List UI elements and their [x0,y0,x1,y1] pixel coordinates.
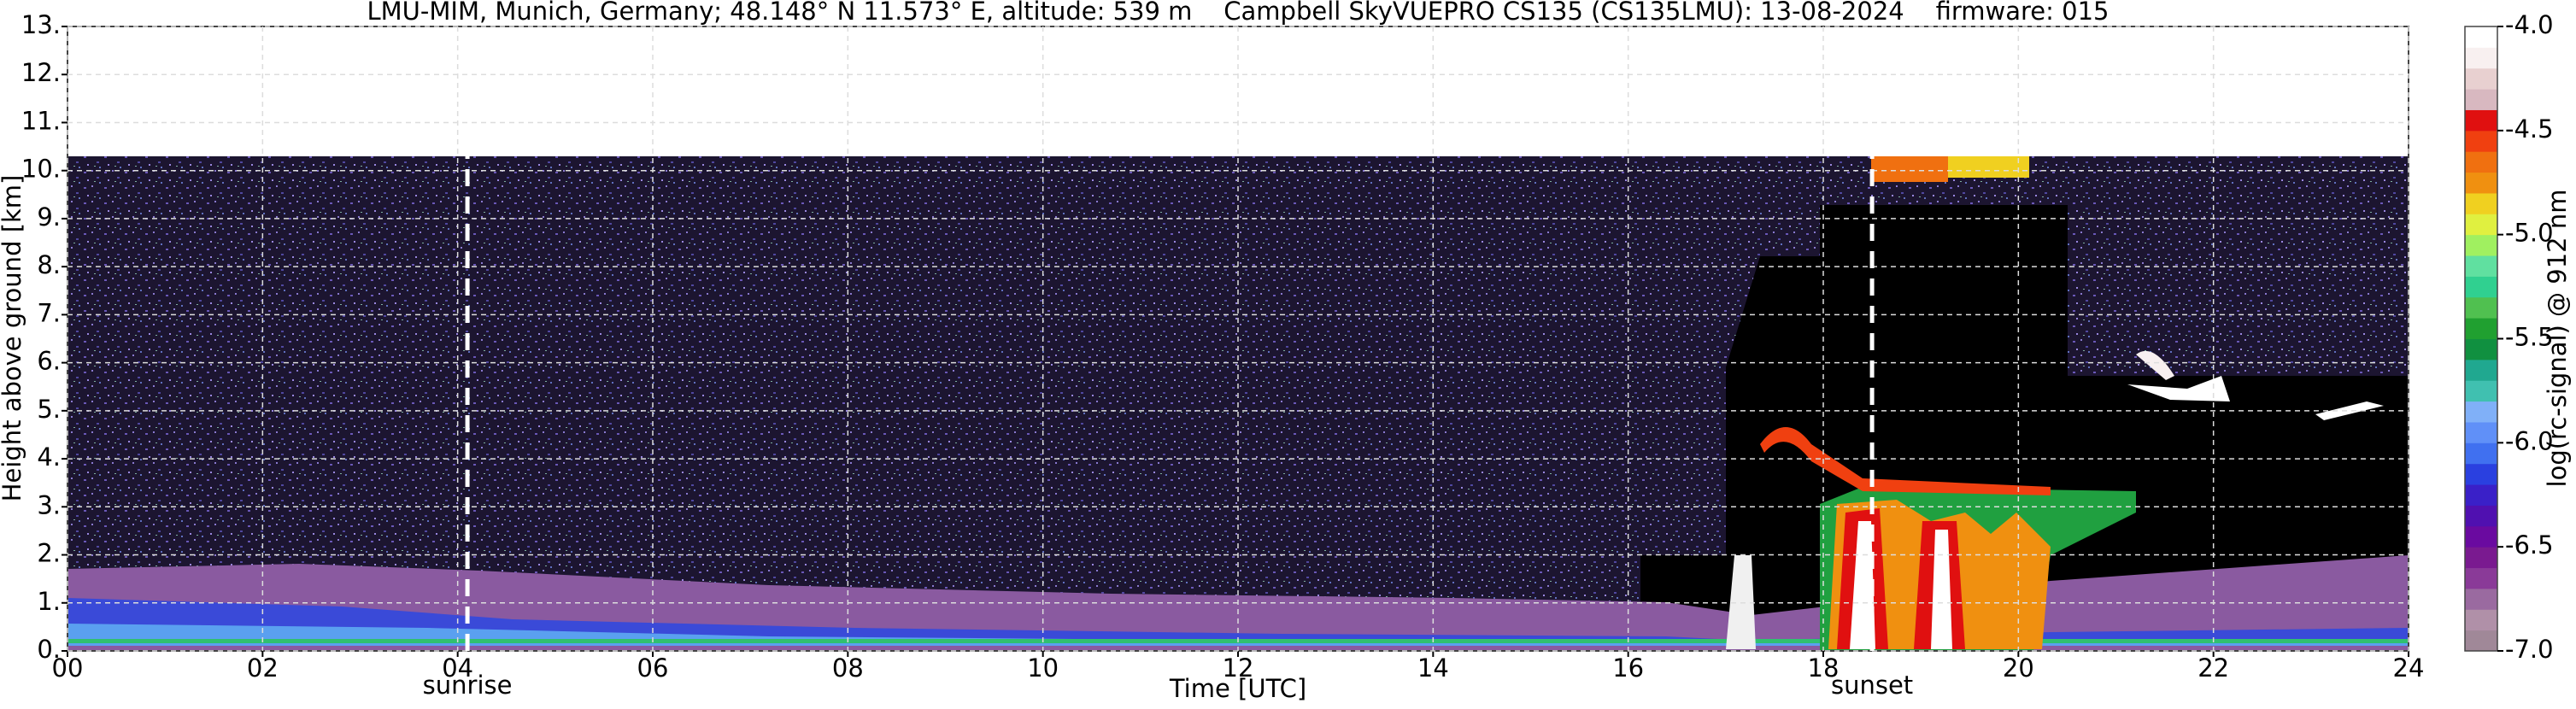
colorbar-segment [2465,463,2497,485]
colorbar-segment [2465,442,2497,465]
colorbar-segment [2465,214,2497,236]
x-tick-label: 12 [1223,653,1254,683]
x-tick-label: 16 [1612,653,1644,683]
y-tick-label: 1. [37,587,61,616]
colorbar-label: log(rc-signal) @ 912 nm [2543,190,2572,488]
colorbar-segment [2465,630,2497,652]
colorbar-segment [2465,276,2497,298]
colorbar-segment [2465,380,2497,402]
x-tick-label: 06 [637,653,669,683]
colorbar-tick-label: -4.0 [2505,10,2554,39]
colorbar-tick-label: -4.5 [2505,114,2554,144]
colorbar-segment [2465,67,2497,90]
colorbar-tick-label: -6.0 [2505,426,2554,455]
y-tick-label: 11. [21,106,61,135]
colorbar-tick-label: -5.5 [2505,323,2554,352]
x-tick-label: 14 [1417,653,1449,683]
y-tick-label: 6. [37,347,61,376]
colorbar-segment [2465,26,2497,48]
colorbar-tick-label: -6.5 [2505,530,2554,560]
x-tick-label: 18 [1808,653,1840,683]
x-tick-label: 08 [832,653,864,683]
x-tick-label: 00 [52,653,84,683]
x-tick-label: 24 [2393,653,2425,683]
colorbar-segment [2465,421,2497,443]
colorbar-segment [2465,47,2497,69]
colorbar-segment [2465,151,2497,173]
colorbar-tick-label: -7.0 [2505,635,2554,664]
colorbar-segment [2465,401,2497,423]
colorbar-segment [2465,567,2497,589]
x-tick-label: 20 [2003,653,2034,683]
y-tick-label: 5. [37,395,61,424]
y-tick-label: 3. [37,490,61,519]
colorbar-segment [2465,318,2497,339]
colorbar-segment [2465,609,2497,631]
x-tick-label: 10 [1027,653,1059,683]
colorbar-segment [2465,588,2497,610]
y-tick-label: 0. [37,635,61,664]
x-axis-label: Time [UTC] [1169,674,1306,703]
colorbar-segment [2465,359,2497,381]
colorbar-segment [2465,338,2497,360]
colorbar-segment [2465,234,2497,256]
colorbar-tick-label: -5.0 [2505,219,2554,248]
y-tick-label: 13. [21,10,61,39]
x-tick-label: 22 [2198,653,2229,683]
colorbar-segment [2465,130,2497,152]
y-axis-label: Height above ground [km] [0,175,26,502]
y-tick-label: 4. [37,442,61,472]
colorbar-segment [2465,89,2497,110]
colorbar-segment [2465,505,2497,527]
colorbar-segment [2465,484,2497,506]
annotation-label: sunset [1831,671,1913,700]
colorbar-segment [2465,255,2497,277]
colorbar-segment [2465,192,2497,214]
colorbar-segment [2465,296,2497,319]
y-tick-label: 12. [21,58,61,87]
colorbar-segment [2465,525,2497,548]
y-tick-label: 7. [37,298,61,327]
y-tick-label: 8. [37,250,61,279]
colorbar-segment [2465,109,2497,132]
x-tick-label: 04 [442,653,473,683]
colorbar-segment [2465,172,2497,194]
chart-title: LMU-MIM, Munich, Germany; 48.148° N 11.5… [367,0,2110,26]
colorbar-segment [2465,547,2497,569]
y-tick-label: 2. [37,539,61,568]
y-tick-label: 10. [21,155,61,184]
x-tick-label: 02 [247,653,279,683]
y-tick-label: 9. [37,202,61,231]
annotation-label: sunrise [423,671,513,700]
